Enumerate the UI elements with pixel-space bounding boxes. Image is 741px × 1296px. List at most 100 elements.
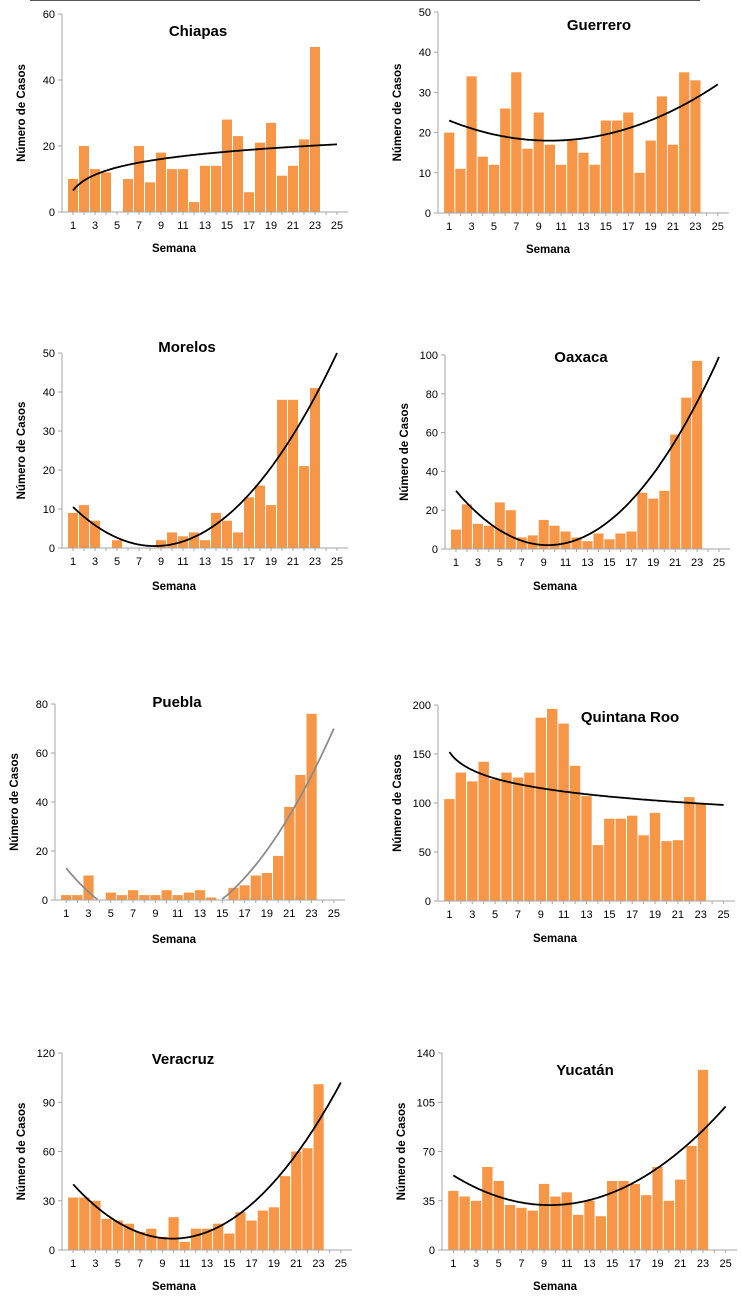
chart-5-x-label: Semana [533,933,578,945]
chart-0-bar [244,192,254,212]
chart-1-bar [444,132,455,213]
chart-0-bar [68,179,78,212]
chart-7-bar [573,1214,584,1250]
chart-2-bar [68,512,78,548]
chart-4-x-tick-label: 17 [238,908,250,920]
chart-1-bar [455,168,466,213]
chart-6-bar [313,1084,324,1250]
chart-1-x-tick-label: 17 [622,221,634,233]
chart-5-x-tick-label: 13 [580,909,592,921]
chart-4-bar [206,897,217,900]
chart-2-bar [288,399,298,548]
chart-1-bar [679,72,690,213]
chart-6-bar [157,1236,168,1250]
chart-6-x-tick-label: 7 [137,1258,143,1270]
chart-5-y-tick-label: 150 [413,749,431,761]
chart-7-bar [482,1167,493,1250]
chart-0-x-tick-label: 11 [177,220,188,232]
chart-1-bar [544,144,555,213]
chart-0-bar [134,146,144,212]
chart-7-bar [618,1181,629,1250]
chart-1-title: Guerrero [567,17,631,34]
chart-2-y-label: Número de Casos [16,402,28,500]
chart-7-x-label: Semana [533,1281,578,1293]
chart-2-bar [255,485,265,548]
chart-4-bar [284,806,295,900]
chart-2-x-tick-label: 9 [158,556,164,568]
chart-7-x-tick-label: 17 [629,1258,641,1270]
chart-5-x-tick-label: 11 [558,909,569,921]
chart-7-x-tick-label: 25 [720,1258,732,1270]
chart-3-x-tick-label: 1 [453,557,459,569]
chart-5-bar [695,803,706,901]
chart-2-x-tick-label: 15 [221,556,233,568]
chart-1-bar [634,172,645,213]
chart-7-bar [697,1069,709,1250]
chart-4-x-tick-label: 1 [63,908,69,920]
chart-1-bar [567,140,578,213]
chart-6-bar [112,1220,123,1250]
chart-4-bar [183,892,194,900]
chart-6-bar [257,1210,268,1250]
chart-1-bar [477,156,488,213]
chart-3-bar [538,519,549,549]
chart-7-y-tick-label: 35 [423,1196,435,1208]
chart-6-bar [201,1228,213,1250]
chart-4-x-tick-label: 9 [152,908,158,920]
chart-0-bar [90,169,100,212]
chart-3-bar [648,498,659,549]
chart-3-x-tick-label: 17 [625,557,637,569]
chart-2-x-tick-label: 19 [265,556,277,568]
chart-6-bar [213,1223,224,1250]
chart-4-x-tick-label: 5 [108,908,114,920]
chart-5-bar [649,812,661,901]
chart-6-bar [246,1220,257,1250]
chart-4-bar [306,713,317,900]
chart-0-bar [277,175,287,212]
chart-7-bar [629,1183,640,1250]
chart-4-bar [161,890,172,900]
chart-4-bar [194,890,206,900]
chart-4-bar [139,895,150,900]
chart-2-bar [189,532,199,548]
chart-0-x-tick-label: 21 [287,220,299,232]
chart-3-x-tick-label: 11 [560,557,571,569]
chart-0-trendline [72,143,338,192]
chart-5-x-tick-label: 15 [603,909,615,921]
chart-4-bar [116,895,127,900]
chart-3-y-tick-label: 20 [426,505,438,517]
chart-0-bar [222,119,232,212]
chart-2-y-tick-label: 20 [43,465,55,477]
chart-6-bar [179,1241,190,1250]
chart-1-x-label: Semana [526,244,571,256]
chart-6-bar [90,1200,101,1251]
chart-4-bar [128,890,139,900]
chart-1-x-tick-label: 7 [513,221,519,233]
chart-2-x-tick-label: 11 [177,556,188,568]
chart-3-trendline [455,356,720,546]
chart-2-x-tick-label: 7 [136,556,142,568]
chart-5-x-tick-label: 19 [649,909,661,921]
chart-1-trendline [448,83,719,142]
chart-5-bar [512,777,524,901]
chart-1-bar [488,164,500,213]
chart-4-bar [273,855,284,900]
chart-1-bar [533,112,544,213]
chart-1-x-tick-label: 15 [600,221,612,233]
chart-1-bar [645,140,656,213]
chart-3-x-tick-label: 9 [541,557,547,569]
chart-4-x-tick-label: 19 [261,908,273,920]
chart-1-bar [612,120,623,213]
chart-3-bar [593,533,604,549]
chart-6-y-tick-label: 60 [43,1147,55,1159]
chart-3-y-tick-label: 80 [426,389,438,401]
chart-4-y-label: Número de Casos [9,753,21,851]
chart-3-bar [604,539,615,549]
chart-6-trendline [72,1082,342,1240]
chart-7-bar [584,1200,595,1251]
chart-6-x-tick-label: 25 [335,1258,347,1270]
